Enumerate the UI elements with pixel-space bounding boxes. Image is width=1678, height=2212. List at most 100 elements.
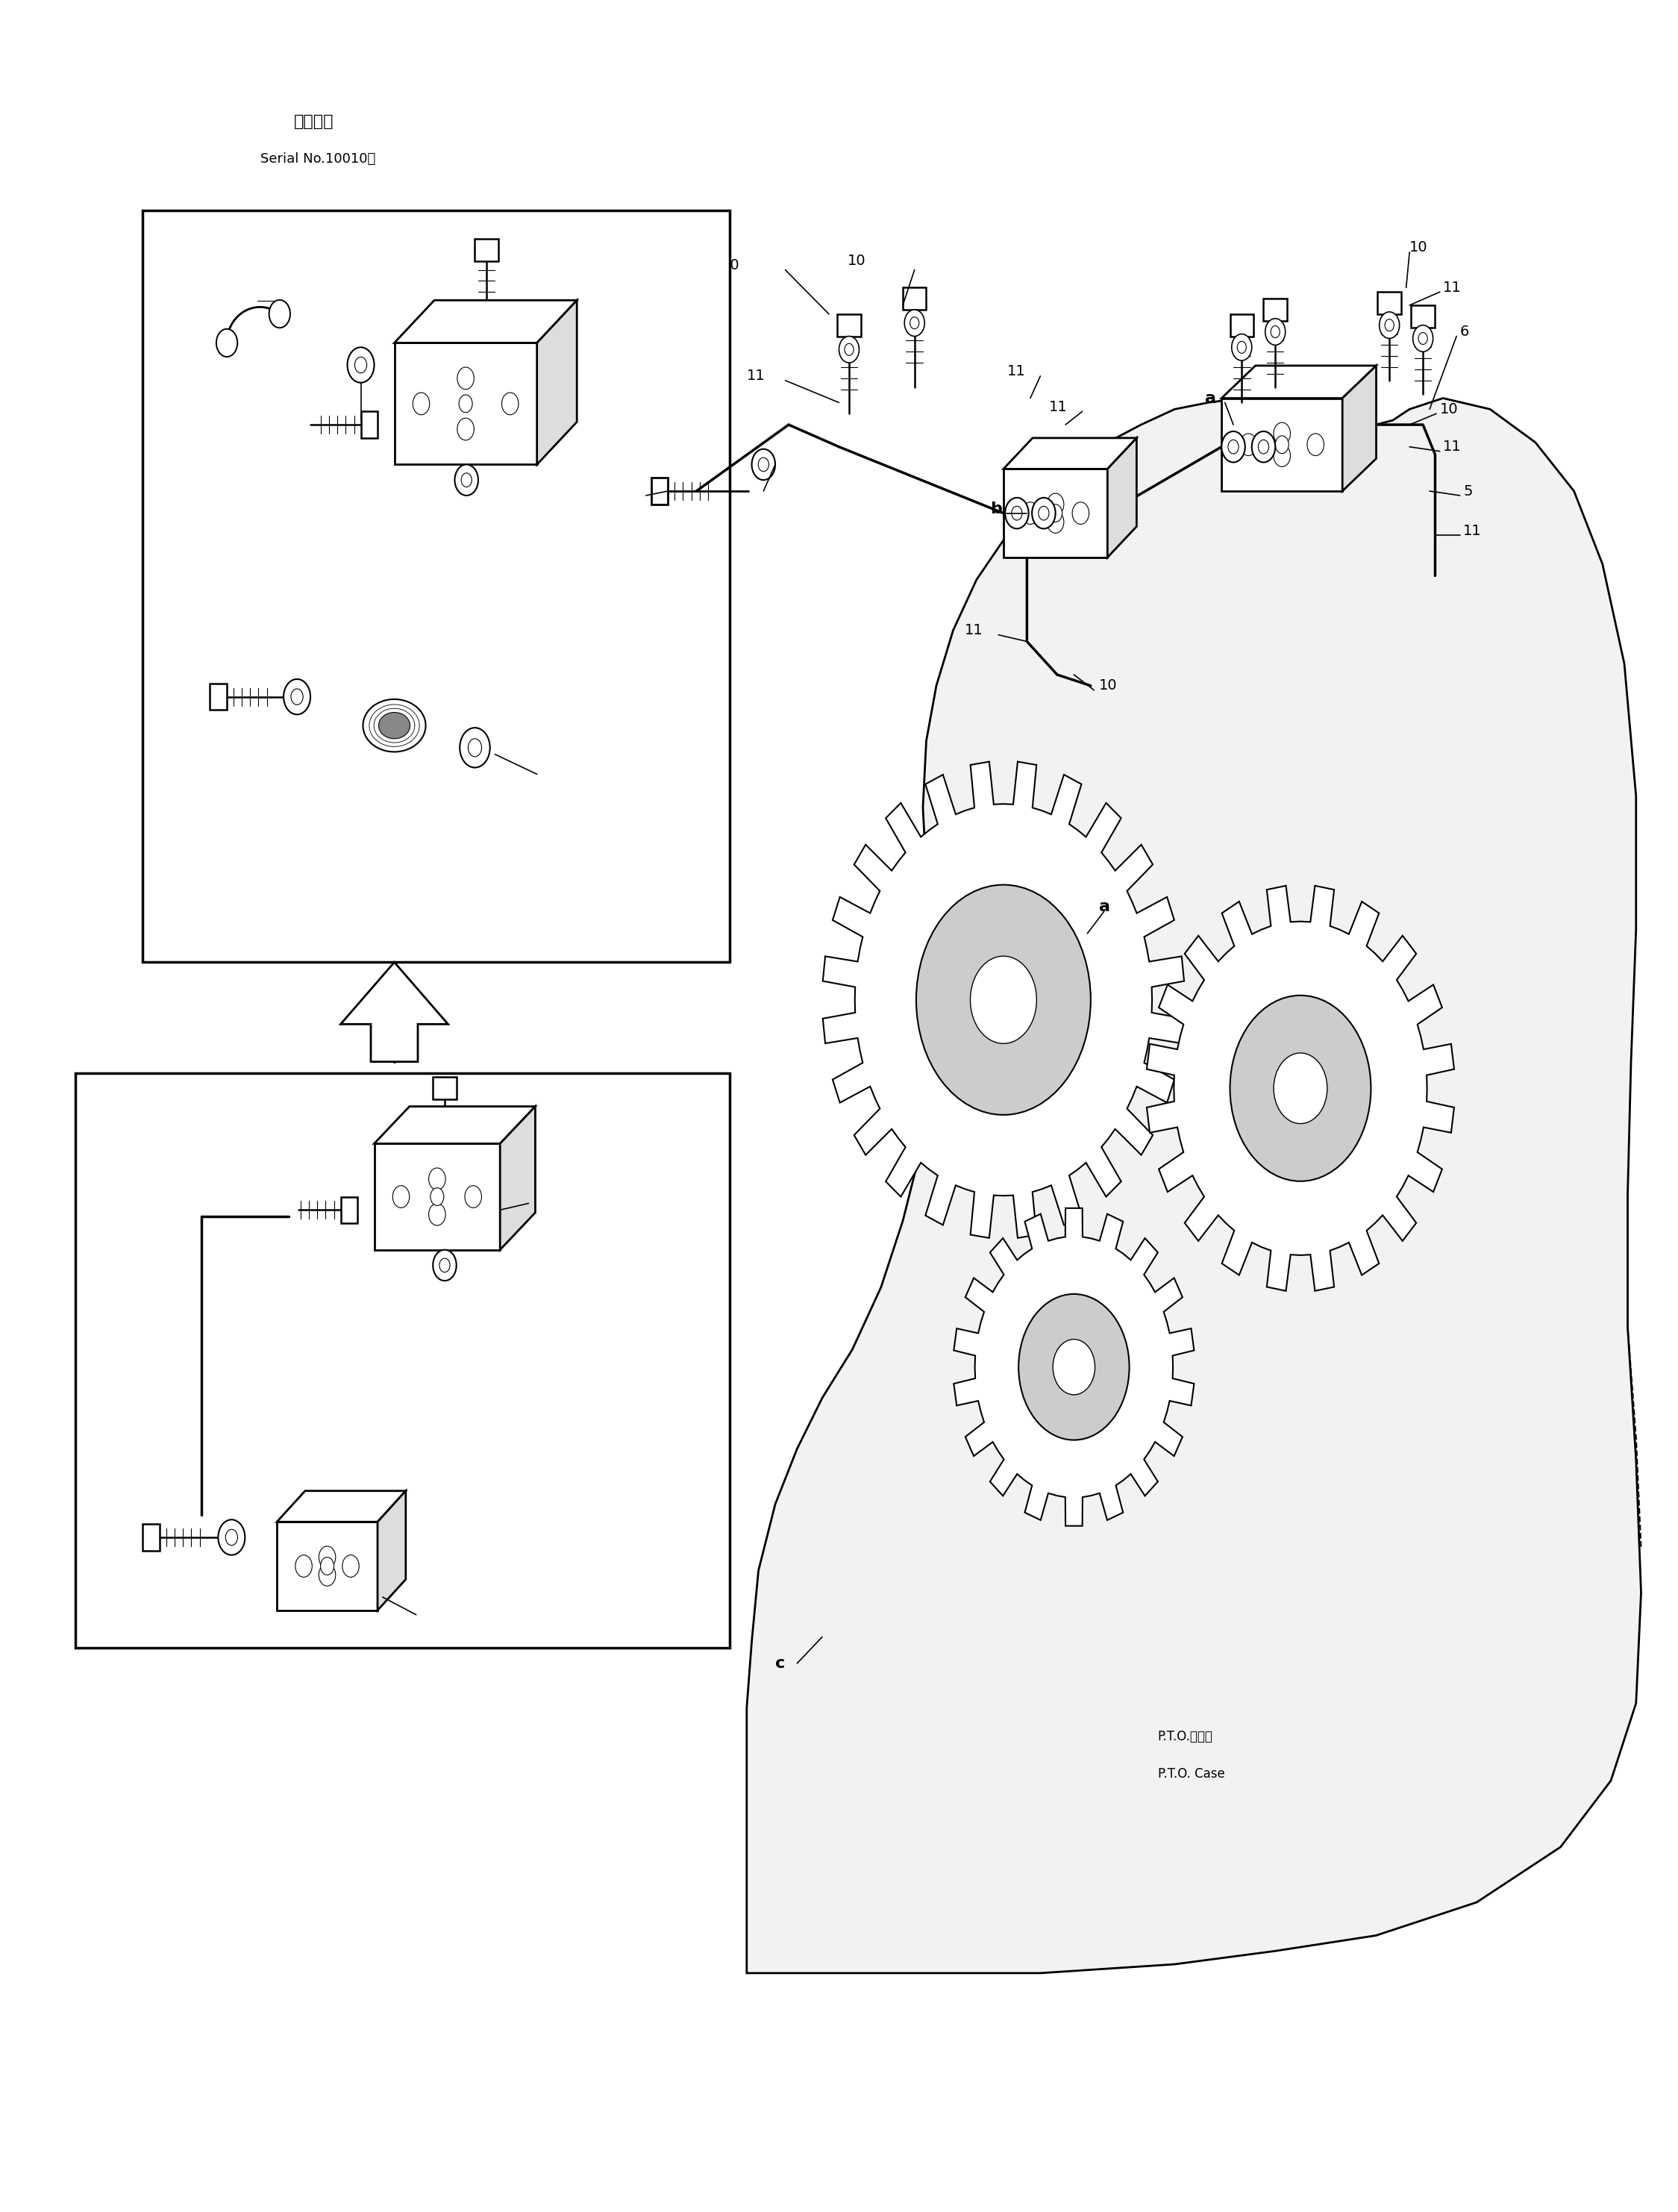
Circle shape <box>320 1557 334 1575</box>
Polygon shape <box>143 1524 159 1551</box>
Text: a: a <box>1099 900 1111 914</box>
Text: 9: 9 <box>507 341 517 354</box>
Circle shape <box>225 1528 238 1546</box>
Polygon shape <box>394 343 537 465</box>
Circle shape <box>430 1188 443 1206</box>
Polygon shape <box>747 398 1641 1973</box>
Text: 4: 4 <box>456 772 468 785</box>
Text: 適用号機: 適用号機 <box>294 115 334 128</box>
Polygon shape <box>1264 299 1287 321</box>
Circle shape <box>1275 436 1289 453</box>
Circle shape <box>844 343 854 356</box>
Circle shape <box>904 310 925 336</box>
Circle shape <box>440 1148 450 1161</box>
Circle shape <box>1232 334 1252 361</box>
Text: P.T.O.ケース: P.T.O.ケース <box>1158 1730 1213 1743</box>
Circle shape <box>1230 995 1371 1181</box>
Text: Serial No.10010～: Serial No.10010～ <box>260 153 376 166</box>
Circle shape <box>430 1168 446 1190</box>
Polygon shape <box>277 1491 406 1522</box>
Circle shape <box>909 316 920 330</box>
Polygon shape <box>374 1144 500 1250</box>
Circle shape <box>1274 422 1290 445</box>
Circle shape <box>342 1555 359 1577</box>
Circle shape <box>1307 434 1324 456</box>
Circle shape <box>1413 325 1433 352</box>
Circle shape <box>456 418 473 440</box>
Circle shape <box>475 332 498 363</box>
Polygon shape <box>394 301 577 343</box>
Polygon shape <box>341 962 448 1062</box>
Text: b: b <box>579 429 592 447</box>
Circle shape <box>1019 1294 1129 1440</box>
Text: C: C <box>537 783 549 796</box>
Circle shape <box>354 356 367 374</box>
Polygon shape <box>210 684 227 710</box>
Text: P.T.O. Case: P.T.O. Case <box>1158 1767 1225 1781</box>
Text: c: c <box>775 1657 785 1670</box>
Circle shape <box>1012 507 1022 520</box>
Circle shape <box>440 1259 450 1272</box>
Polygon shape <box>1146 885 1455 1292</box>
Circle shape <box>295 1555 312 1577</box>
Circle shape <box>290 688 304 706</box>
Circle shape <box>1039 507 1049 520</box>
Text: 11: 11 <box>747 369 765 383</box>
Text: 11: 11 <box>1007 365 1025 378</box>
Circle shape <box>970 956 1037 1044</box>
Circle shape <box>752 449 775 480</box>
Text: 1A: 1A <box>181 270 206 283</box>
Circle shape <box>1274 1053 1327 1124</box>
Circle shape <box>916 885 1091 1115</box>
Circle shape <box>1222 431 1245 462</box>
Circle shape <box>1005 498 1029 529</box>
Polygon shape <box>362 699 426 752</box>
Circle shape <box>218 1520 245 1555</box>
Polygon shape <box>837 314 861 336</box>
Circle shape <box>1072 502 1089 524</box>
Text: 5: 5 <box>1463 484 1473 498</box>
Circle shape <box>1379 312 1399 338</box>
Circle shape <box>216 330 238 356</box>
Text: 2: 2 <box>277 462 289 476</box>
Circle shape <box>1228 440 1238 453</box>
Circle shape <box>393 1186 409 1208</box>
Circle shape <box>319 1564 336 1586</box>
Circle shape <box>1047 493 1064 515</box>
Text: C: C <box>416 1619 428 1632</box>
Text: 7A: 7A <box>512 263 537 276</box>
Text: 7: 7 <box>450 1082 460 1095</box>
Circle shape <box>1252 431 1275 462</box>
Text: 11: 11 <box>1049 400 1067 414</box>
Polygon shape <box>1230 314 1253 336</box>
Polygon shape <box>361 411 378 438</box>
Circle shape <box>1032 498 1055 529</box>
Circle shape <box>347 347 374 383</box>
Text: b: b <box>990 502 1002 515</box>
Circle shape <box>1274 445 1290 467</box>
Polygon shape <box>1003 438 1136 469</box>
Text: b: b <box>529 1190 542 1208</box>
Text: 6: 6 <box>1460 325 1470 338</box>
Circle shape <box>839 336 859 363</box>
Text: 2: 2 <box>248 1206 260 1219</box>
Polygon shape <box>903 288 926 310</box>
Polygon shape <box>1378 292 1401 314</box>
Text: 10: 10 <box>1099 679 1118 692</box>
Polygon shape <box>1003 469 1107 557</box>
Circle shape <box>433 1139 456 1170</box>
Text: 4: 4 <box>310 1619 322 1632</box>
Circle shape <box>482 341 492 354</box>
Text: 1: 1 <box>104 1254 116 1267</box>
Circle shape <box>460 728 490 768</box>
Polygon shape <box>378 1491 406 1610</box>
Text: 10: 10 <box>847 254 866 268</box>
Text: 11: 11 <box>965 624 983 637</box>
Text: 11: 11 <box>1443 281 1462 294</box>
Circle shape <box>1384 319 1394 332</box>
Text: 8: 8 <box>87 1524 99 1537</box>
Polygon shape <box>475 239 498 261</box>
Circle shape <box>502 392 519 416</box>
Polygon shape <box>1107 438 1136 557</box>
Polygon shape <box>277 1522 378 1610</box>
